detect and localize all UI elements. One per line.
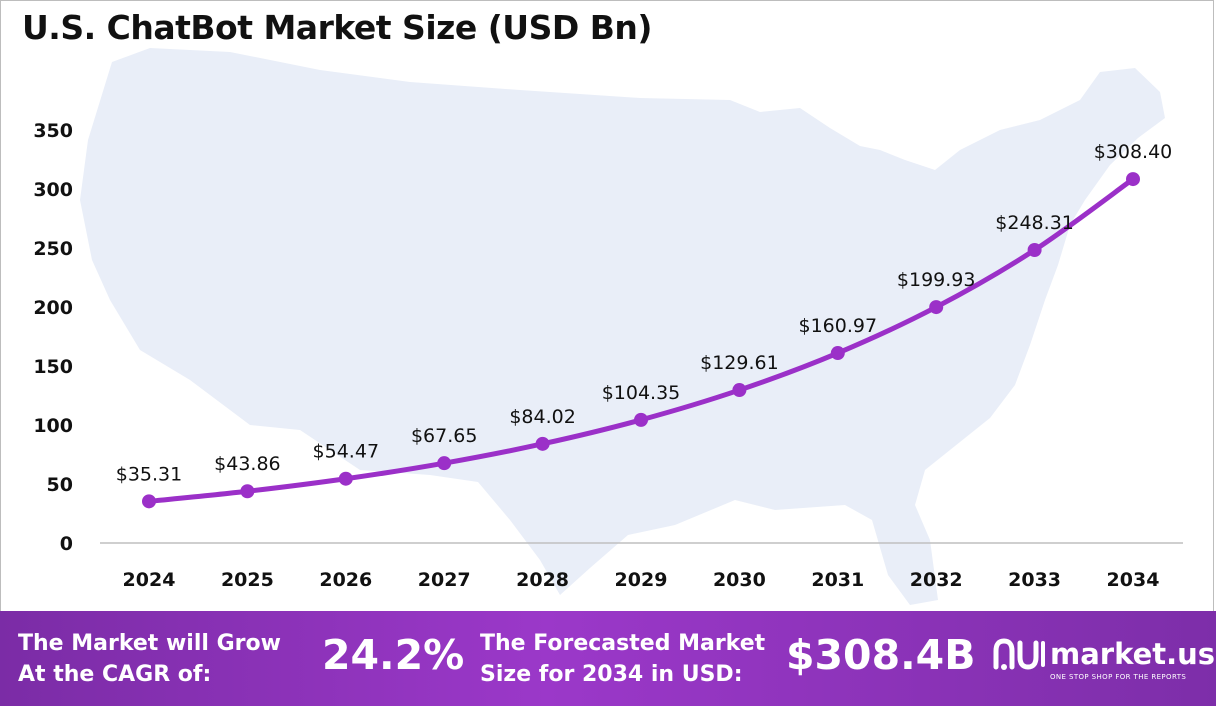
series-line-group xyxy=(142,172,1140,509)
series-line xyxy=(146,176,1136,504)
x-tick-label: 2024 xyxy=(123,569,176,591)
y-tick-label: 150 xyxy=(33,356,73,378)
x-tick-label: 2025 xyxy=(221,569,274,591)
brand-name: market.us xyxy=(1050,637,1216,671)
chart-area: 0 50 100 150 200 250 300 350 2024 2025 2026 2027 202… xyxy=(33,48,1183,605)
y-tick-label: 100 xyxy=(33,415,73,437)
y-tick-label: 300 xyxy=(33,179,73,201)
x-tick-label: 2032 xyxy=(910,569,963,591)
data-label: $35.31 xyxy=(116,463,182,485)
chart-title: U.S. ChatBot Market Size (USD Bn) xyxy=(22,8,652,47)
data-point xyxy=(142,494,156,509)
data-point xyxy=(732,383,747,398)
data-labels-group: $35.31 $43.86 $54.47 $67.65 $84.02 $104.35 $12… xyxy=(116,141,1173,485)
data-label: $160.97 xyxy=(799,315,878,337)
data-point xyxy=(535,436,550,451)
data-point xyxy=(240,484,255,499)
y-tick-label: 250 xyxy=(33,238,73,260)
data-label: $199.93 xyxy=(897,269,976,291)
data-label: $43.86 xyxy=(214,453,280,475)
us-map-background xyxy=(80,48,1165,605)
data-label: $104.35 xyxy=(602,382,681,404)
y-tick-label: 50 xyxy=(47,474,73,496)
chart-axes: 0 50 100 150 200 250 300 350 2024 2025 2026 2027 202… xyxy=(33,120,1183,591)
data-label: $67.65 xyxy=(411,425,477,447)
footer-banner: The Market will Grow At the CAGR of: 24.… xyxy=(0,611,1216,706)
data-point xyxy=(929,300,944,315)
brand-block: market.us ONE STOP SHOP FOR THE REPORTS xyxy=(992,637,1216,687)
data-label: $248.31 xyxy=(995,212,1074,234)
y-tick-label: 350 xyxy=(33,120,73,142)
x-tick-label: 2028 xyxy=(516,569,569,591)
x-tick-label: 2030 xyxy=(713,569,766,591)
y-tick-label: 0 xyxy=(60,533,73,555)
x-tick-label: 2033 xyxy=(1008,569,1061,591)
x-tick-label: 2027 xyxy=(418,569,471,591)
x-tick-label: 2034 xyxy=(1107,569,1160,591)
cagr-label: The Market will Grow At the CAGR of: xyxy=(18,631,281,687)
data-point xyxy=(830,346,845,361)
data-point xyxy=(634,412,648,427)
cagr-value: 24.2% xyxy=(322,631,465,679)
brand-tagline: ONE STOP SHOP FOR THE REPORTS xyxy=(1050,673,1187,681)
data-point xyxy=(437,456,452,471)
forecast-value: $308.4B xyxy=(786,631,976,679)
data-label: $84.02 xyxy=(509,406,575,428)
data-point xyxy=(1126,172,1140,187)
x-tick-label: 2026 xyxy=(319,569,372,591)
x-tick-label: 2031 xyxy=(811,569,864,591)
data-label: $54.47 xyxy=(313,441,379,463)
data-point xyxy=(1027,242,1042,257)
data-point xyxy=(338,471,353,486)
market-us-logo-icon xyxy=(993,638,1045,670)
data-label: $129.61 xyxy=(700,352,779,374)
y-tick-label: 200 xyxy=(33,297,73,319)
x-tick-label: 2029 xyxy=(615,569,668,591)
data-label: $308.40 xyxy=(1094,141,1173,163)
forecast-label: The Forecasted Market Size for 2034 in U… xyxy=(480,631,766,687)
